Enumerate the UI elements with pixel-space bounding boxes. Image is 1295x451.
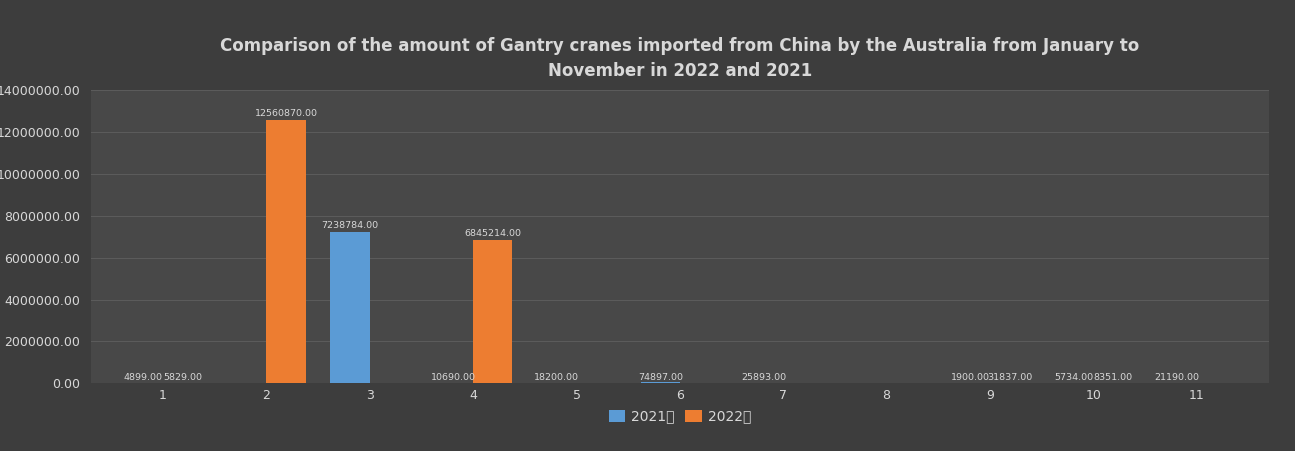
Text: 31837.00: 31837.00 xyxy=(987,373,1032,382)
Text: 25893.00: 25893.00 xyxy=(741,373,786,382)
Text: 74897.00: 74897.00 xyxy=(637,373,682,382)
Text: 21190.00: 21190.00 xyxy=(1155,373,1199,382)
Text: 4899.00: 4899.00 xyxy=(124,373,163,382)
Text: 10690.00: 10690.00 xyxy=(431,373,477,382)
Text: 6845214.00: 6845214.00 xyxy=(465,229,522,238)
Text: 5734.00: 5734.00 xyxy=(1054,373,1093,382)
Bar xyxy=(473,240,513,383)
Bar xyxy=(330,232,370,383)
Text: 1900.00: 1900.00 xyxy=(951,373,989,382)
Text: 12560870.00: 12560870.00 xyxy=(255,109,317,118)
Text: 5829.00: 5829.00 xyxy=(163,373,202,382)
Text: 8351.00: 8351.00 xyxy=(1093,373,1133,382)
Bar xyxy=(641,382,680,383)
Bar xyxy=(267,120,306,383)
Title: Comparison of the amount of Gantry cranes imported from China by the Australia f: Comparison of the amount of Gantry crane… xyxy=(220,37,1140,80)
Legend: 2021年, 2022年: 2021年, 2022年 xyxy=(603,404,756,429)
Text: 18200.00: 18200.00 xyxy=(535,373,579,382)
Text: 7238784.00: 7238784.00 xyxy=(321,221,378,230)
